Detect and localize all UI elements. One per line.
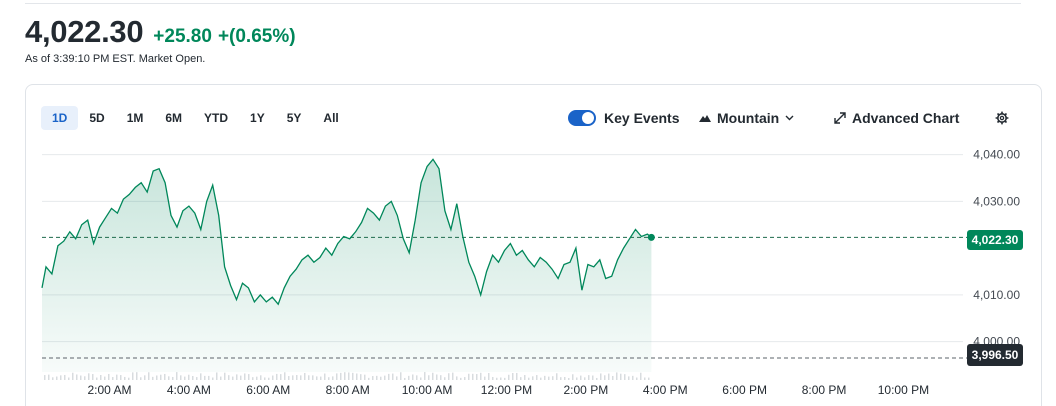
chart-type-dropdown[interactable]: Mountain	[699, 106, 794, 130]
range-5y-button[interactable]: 5Y	[286, 111, 302, 125]
chevron-down-icon	[785, 115, 794, 121]
chart-type-label: Mountain	[717, 110, 780, 126]
toggle-knob	[582, 112, 594, 124]
key-events-label: Key Events	[604, 110, 680, 126]
advanced-chart-label: Advanced Chart	[852, 110, 960, 126]
key-events-toggle[interactable]: Key Events	[568, 106, 679, 130]
current-price-tag: 4,022.30	[967, 230, 1023, 250]
range-selector: 1D 5D 1M 6M YTD 1Y 5Y All	[41, 106, 350, 130]
range-ytd-button[interactable]: YTD	[204, 111, 229, 125]
range-5d-button[interactable]: 5D	[89, 111, 105, 125]
last-price: 4,022.30	[25, 14, 144, 49]
range-all-button[interactable]: All	[323, 111, 339, 125]
settings-button[interactable]	[995, 106, 1015, 130]
quote-header: 4,022.30 +25.80 +(0.65%) As of 3:39:10 P…	[25, 14, 296, 65]
price-change: +25.80	[153, 26, 212, 47]
gear-icon	[995, 111, 1009, 125]
range-1d-button[interactable]: 1D	[41, 106, 79, 130]
mountain-icon	[699, 113, 711, 123]
chart-card	[25, 84, 1042, 406]
range-6m-button[interactable]: 6M	[165, 111, 183, 125]
previous-close-tag: 3,996.50	[967, 344, 1023, 366]
range-1y-button[interactable]: 1Y	[250, 111, 265, 125]
price-change-percent: +(0.65%)	[217, 26, 296, 47]
toggle-switch[interactable]	[568, 110, 596, 126]
price-row: 4,022.30 +25.80 +(0.65%)	[25, 14, 296, 50]
range-1m-button[interactable]: 1M	[126, 111, 144, 125]
expand-icon	[834, 112, 846, 124]
advanced-chart-button[interactable]: Advanced Chart	[834, 106, 959, 130]
top-divider	[25, 3, 1021, 4]
as-of-timestamp: As of 3:39:10 PM EST. Market Open.	[25, 53, 206, 65]
